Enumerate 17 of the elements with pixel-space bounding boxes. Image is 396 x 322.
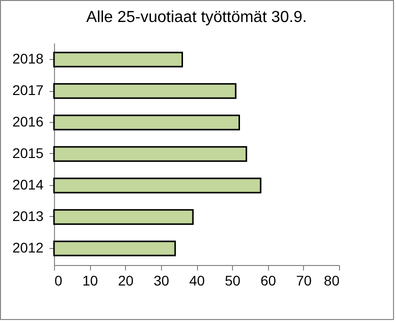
x-tick-label: 70 [296,272,312,288]
x-tick-label: 40 [189,272,205,288]
x-tick-label: 50 [224,272,241,288]
y-tick-label: 2015 [12,145,44,161]
y-tick-label: 2017 [12,82,44,98]
x-tick-label: 80 [324,272,340,288]
y-tick-label: 2014 [12,176,44,192]
x-tick-label: 10 [82,272,98,288]
y-tick-label: 2012 [12,239,44,256]
y-tick-label: 2013 [12,208,44,224]
chart-title: Alle 25-vuotiaat työttömät 30.9. [86,9,307,26]
y-tick-label: 2016 [12,114,44,130]
x-tick-label: 60 [260,272,276,288]
y-tick-label: 2018 [12,50,44,67]
x-tick-label: 30 [154,272,170,288]
x-tick-label: 0 [54,272,62,288]
x-tick-label: 20 [118,272,134,288]
